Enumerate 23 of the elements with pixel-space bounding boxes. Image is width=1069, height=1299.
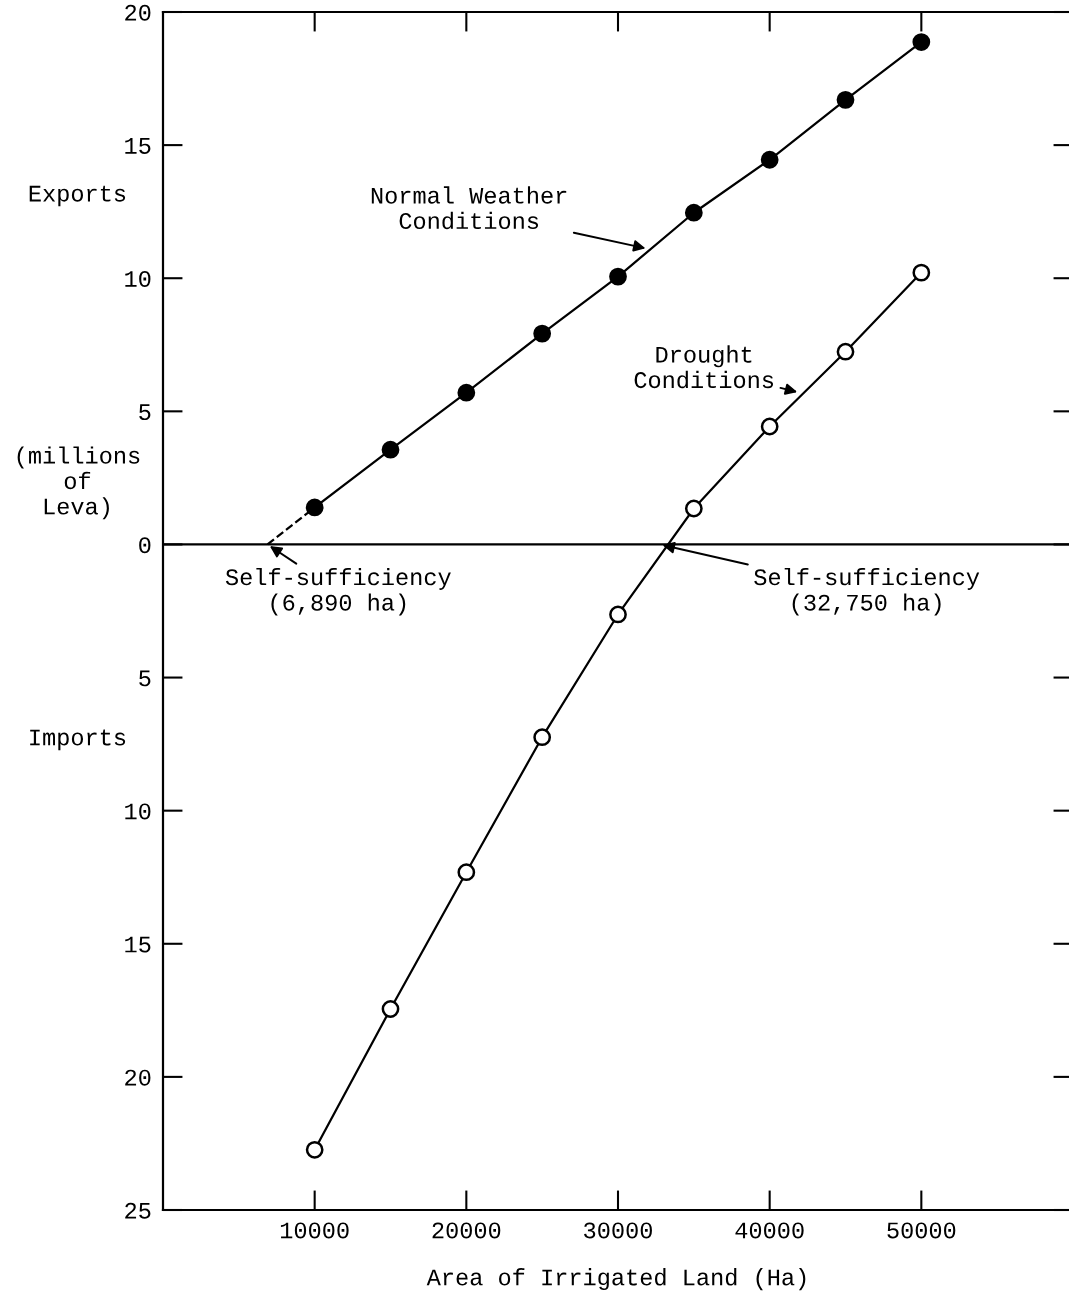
y-tick-label: 20 <box>125 4 151 21</box>
x-tick-label: 10000 <box>280 1222 349 1239</box>
y-axis-title: (millions of Leva) <box>17 446 140 520</box>
y-tick-label: 5 <box>139 670 151 687</box>
y-tick-label: 10 <box>125 270 151 288</box>
y-tick-label: 0 <box>139 537 151 554</box>
y-tick-label: 15 <box>125 138 151 154</box>
y-tick-label: 5 <box>139 404 151 421</box>
x-tick-label: 20000 <box>432 1222 501 1239</box>
annotation: Normal Weather Conditions <box>371 186 567 230</box>
y-tick-label: 20 <box>125 1069 151 1086</box>
y-tick-label: 25 <box>125 1202 151 1219</box>
text: Exports <box>29 185 126 207</box>
y-tick-label: 15 <box>125 936 151 953</box>
x-axis-title: Area of Irrigated Land (Ha) <box>426 1268 806 1291</box>
x-tick-label: 30000 <box>584 1222 652 1239</box>
x-tick-label: 50000 <box>887 1222 956 1239</box>
annotation: Self-sufficiency (32,750 ha) <box>754 567 980 616</box>
annotation: Self-sufficiency (6,890 ha) <box>225 567 451 616</box>
text: Imports <box>30 729 126 751</box>
y-tick-label: 10 <box>125 803 151 820</box>
annotation: Drought Conditions <box>634 345 774 389</box>
x-tick-label: 40000 <box>735 1222 804 1239</box>
